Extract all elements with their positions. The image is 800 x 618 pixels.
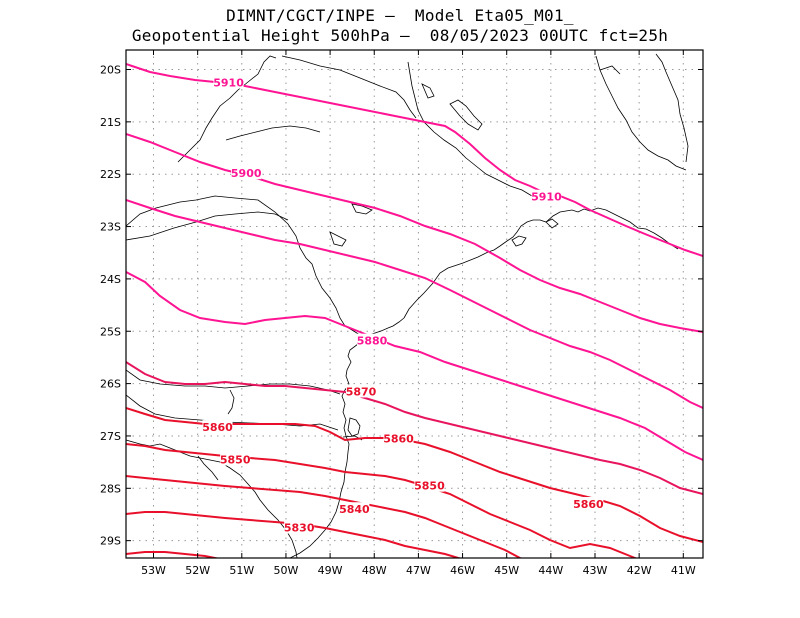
state-boundary	[126, 195, 371, 339]
state-boundary	[599, 65, 621, 75]
state-boundary	[126, 211, 289, 241]
title-line-2: Geopotential Height 500hPa – 08/05/2023 …	[131, 26, 669, 45]
contour-5890	[126, 199, 703, 409]
coastline	[403, 207, 679, 319]
contour-label-group: 5860	[202, 420, 233, 434]
contour-5900	[126, 133, 703, 333]
contour-label-group: 5830	[284, 520, 315, 535]
state-boundary	[407, 61, 533, 197]
lat-tick-label: 26S	[100, 378, 121, 391]
coastline	[545, 218, 559, 229]
lon-tick-label: 45W	[494, 564, 519, 577]
lon-tick-label: 47W	[406, 564, 431, 577]
contour-label: 5910	[531, 191, 562, 204]
contour-label-group: 5880	[357, 333, 388, 348]
coastline-layer	[126, 53, 689, 558]
contour-label-bg	[383, 431, 414, 445]
contour-label-bg	[213, 75, 244, 89]
contour-label: 5910	[213, 77, 244, 90]
state-boundary	[351, 203, 373, 215]
lon-tick-label: 52W	[185, 564, 210, 577]
lat-tick-label: 21S	[100, 116, 121, 129]
contour-5880	[126, 271, 703, 461]
contour-label-bg	[220, 452, 251, 466]
contour-label-bg	[231, 166, 262, 180]
contour-label-group: 5910	[213, 75, 244, 90]
contour-label-bg	[346, 384, 377, 398]
state-boundary	[281, 55, 417, 119]
title-line-1: DIMNT/CGCT/INPE – Model Eta05_M01_	[226, 6, 574, 25]
state-boundary	[329, 231, 347, 247]
contour-label-group: 5910	[531, 189, 562, 204]
contour-5820	[126, 551, 221, 558]
lat-tick-label: 25S	[100, 325, 121, 338]
contour-label-group: 5860	[573, 497, 604, 511]
contour-label-group: 5850	[220, 452, 251, 467]
contour-labels: 5910 5900 5910 5880 5870 5860 5860 5850 5850 5860…	[202, 75, 604, 535]
contour-label: 5870	[346, 385, 377, 398]
lon-tick-label: 44W	[538, 564, 563, 577]
lat-tick-label: 27S	[100, 430, 121, 443]
contour-label-bg	[573, 497, 604, 511]
state-boundary	[197, 455, 219, 481]
contour-label-group: 5900	[231, 166, 262, 180]
state-boundary	[177, 55, 277, 163]
lon-tick-label: 50W	[274, 564, 299, 577]
lat-tick-label: 29S	[100, 535, 121, 548]
coastline	[511, 235, 527, 247]
lon-tick-label: 41W	[671, 564, 696, 577]
contour-label: 5850	[220, 454, 251, 467]
contour-label: 5860	[383, 433, 414, 446]
lat-tick-label: 22S	[100, 168, 121, 181]
contour-label: 5830	[284, 522, 315, 535]
state-boundary	[126, 439, 298, 558]
lon-tick-label: 48W	[362, 564, 387, 577]
contour-label-bg	[531, 189, 562, 203]
state-boundary	[595, 55, 687, 171]
contour-label-bg	[414, 478, 445, 492]
contour-5870	[126, 361, 703, 495]
contour-layer	[126, 63, 703, 558]
contour-label-bg	[284, 520, 315, 534]
lon-tick-label: 53W	[141, 564, 166, 577]
coastline	[347, 417, 361, 437]
contour-label-group: 5840	[339, 502, 370, 516]
state-boundary	[225, 125, 321, 141]
plot-frame	[125, 49, 704, 559]
axis-ticks: 20S 21S 22S 23S 24S 25S 26S 27S 28S 29S 53W 52W 51W 5…	[100, 50, 703, 577]
contour-label: 5900	[231, 167, 262, 180]
contour-5910-north	[126, 63, 703, 257]
state-boundary	[227, 389, 235, 415]
state-boundary	[449, 99, 483, 131]
contour-label-bg	[202, 420, 233, 434]
lon-tick-label: 43W	[583, 564, 608, 577]
lat-tick-label: 20S	[100, 64, 121, 77]
lon-tick-label: 46W	[450, 564, 475, 577]
lat-tick-label: 23S	[100, 221, 121, 234]
contour-label-group: 5870	[346, 384, 377, 398]
contour-label-group: 5860	[383, 431, 414, 446]
lon-tick-label: 51W	[229, 564, 254, 577]
lat-tick-label: 28S	[100, 482, 121, 495]
state-boundary	[421, 83, 435, 99]
lon-tick-label: 42W	[627, 564, 652, 577]
state-boundary	[126, 369, 341, 395]
contour-label-bg	[339, 502, 370, 516]
contour-label: 5840	[339, 503, 370, 516]
lon-tick-label: 49W	[318, 564, 343, 577]
contour-label: 5860	[573, 498, 604, 511]
contour-5850	[126, 443, 638, 558]
state-boundary	[655, 53, 689, 163]
contour-label: 5880	[357, 335, 388, 348]
contour-label-group: 5850	[414, 478, 445, 493]
lat-tick-label: 24S	[100, 273, 121, 286]
contour-label: 5850	[414, 480, 445, 493]
contour-label-bg	[357, 333, 388, 347]
contour-5840	[126, 475, 523, 558]
contour-label: 5860	[202, 421, 233, 434]
